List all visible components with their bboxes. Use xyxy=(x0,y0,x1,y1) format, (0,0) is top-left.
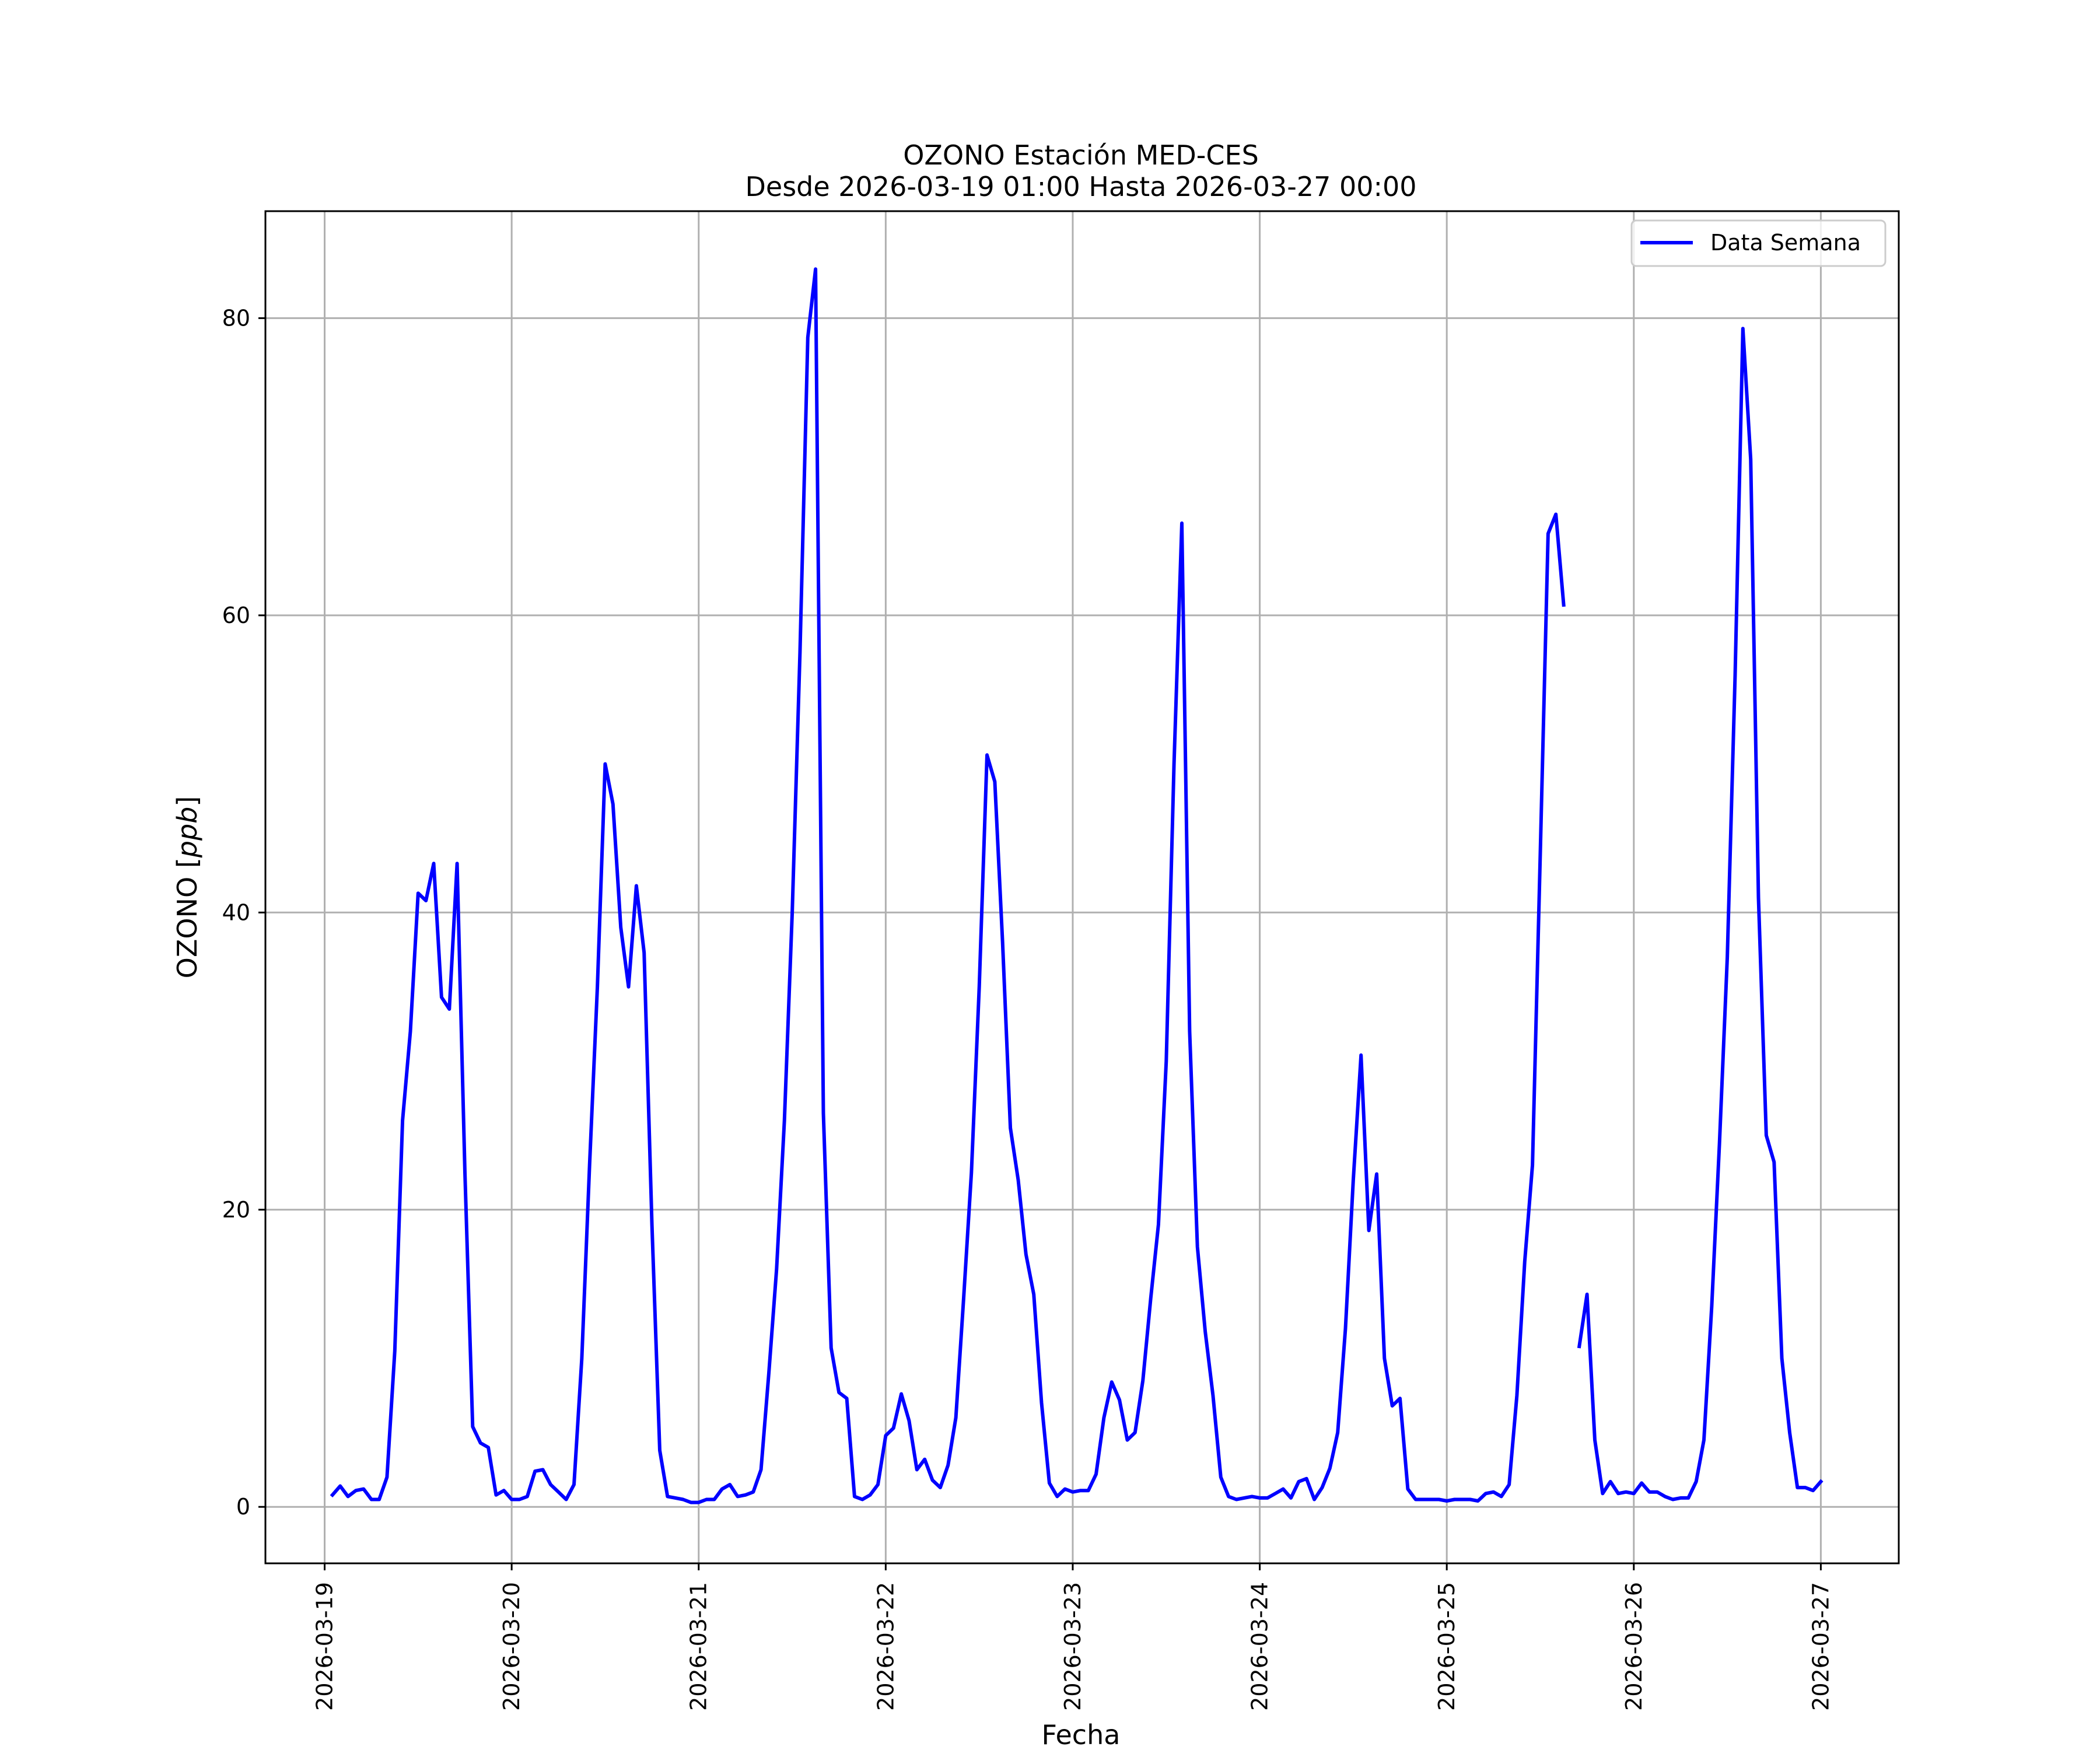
plot-frame xyxy=(264,210,1900,1564)
y-axis-label-unit: ppb xyxy=(172,807,203,859)
legend-box xyxy=(1630,219,1887,267)
x-axis-label: Fecha xyxy=(1042,1719,1121,1750)
y-tick-label: 20 xyxy=(222,1197,250,1223)
y-axis-label-prefix: OZONO [ xyxy=(172,858,203,978)
y-tick-label: 80 xyxy=(222,305,250,331)
series-line-segment xyxy=(330,267,1566,1504)
series-line-segment xyxy=(1577,327,1824,1502)
gridlines xyxy=(265,211,1899,1563)
x-tick-label: 2026-03-24 xyxy=(1247,1582,1273,1711)
x-tick-label: 2026-03-26 xyxy=(1621,1582,1647,1711)
chart-title-line-1: OZONO Estación MED-CES xyxy=(903,139,1259,171)
series-lines xyxy=(330,267,1824,1504)
x-tick-label: 2026-03-20 xyxy=(499,1582,524,1711)
chart-title-line-2: Desde 2026-03-19 01:00 Hasta 2026-03-27 … xyxy=(745,171,1416,202)
y-tick-label: 40 xyxy=(222,900,250,925)
x-tick-label: 2026-03-27 xyxy=(1808,1582,1833,1711)
legend-label: Data Semana xyxy=(1710,230,1861,256)
y-axis-label-suffix: ] xyxy=(172,796,203,807)
legend: Data Semana xyxy=(1630,219,1887,267)
x-tick-label: 2026-03-23 xyxy=(1060,1582,1086,1711)
x-tick-label: 2026-03-22 xyxy=(873,1582,898,1711)
axis-ticks: 2026-03-19 2026-03-20 2026-03-21 2026-03-22… xyxy=(222,305,1834,1710)
y-tick-label: 60 xyxy=(222,603,250,628)
x-tick-label: 2026-03-19 xyxy=(312,1582,338,1711)
plot-area xyxy=(265,211,1899,1563)
x-tick-label: 2026-03-25 xyxy=(1434,1582,1460,1711)
y-axis-label: OZONO [ppb] xyxy=(172,796,203,979)
x-tick-label: 2026-03-21 xyxy=(686,1582,712,1711)
y-tick-label: 0 xyxy=(236,1494,250,1520)
